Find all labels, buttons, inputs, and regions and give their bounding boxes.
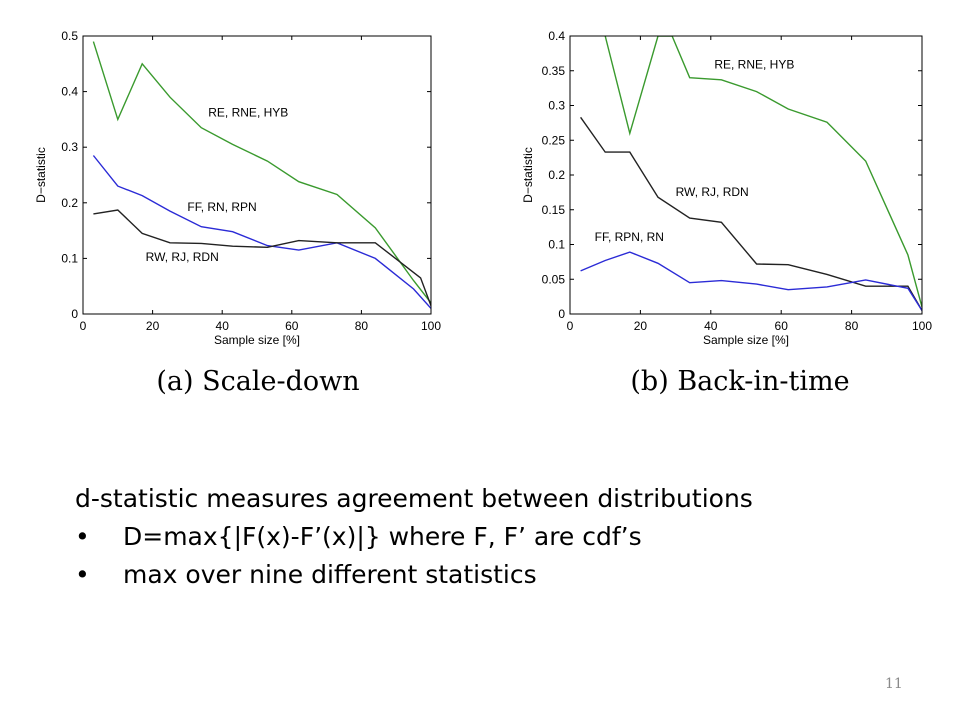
y-tick-label: 0.15 bbox=[542, 203, 566, 217]
y-tick-label: 0.25 bbox=[542, 133, 566, 147]
series-line-0 bbox=[92, 41, 431, 304]
y-tick-label: 0.4 bbox=[548, 29, 565, 43]
intro-text: d-statistic measures agreement between d… bbox=[75, 484, 753, 513]
slide-number: 11 bbox=[885, 676, 903, 692]
charts-canvas: 0 20 40 60 80 100 0 0.1 0.2 0.3 0.4 0.5 Sample size … bbox=[34, 29, 932, 397]
y-tick-label: 0.2 bbox=[548, 168, 565, 182]
y-tick-label: 0.35 bbox=[542, 64, 566, 78]
x-tick-label: 60 bbox=[285, 319, 299, 333]
series-annotation: RE, RNE, HYB bbox=[714, 58, 794, 72]
x-tick-label: 0 bbox=[567, 319, 574, 333]
x-tick-label: 100 bbox=[421, 319, 441, 333]
y-tick-label: 0.05 bbox=[542, 272, 566, 286]
y-tick-label: 0 bbox=[558, 307, 565, 321]
slide-body: d-statistic measures agreement between d… bbox=[75, 480, 895, 594]
y-tick-label: 0.4 bbox=[61, 85, 78, 99]
y-tick-label: 0.1 bbox=[548, 238, 565, 252]
chart-caption: (b) Back-in-time bbox=[630, 366, 849, 397]
x-tick-label: 40 bbox=[704, 319, 718, 333]
series-line-0 bbox=[604, 36, 922, 308]
x-tick-label: 20 bbox=[634, 319, 648, 333]
x-tick-label: 80 bbox=[845, 319, 859, 333]
bullet-text: D=max{|F(x)-F’(x)|} where F, F’ are cdf’… bbox=[123, 522, 642, 551]
series-line-2 bbox=[93, 209, 431, 306]
y-tick-label: 0.1 bbox=[61, 251, 78, 265]
chart-caption: (a) Scale-down bbox=[156, 366, 359, 397]
series-annotation: FF, RPN, RN bbox=[595, 230, 664, 244]
x-tick-label: 80 bbox=[355, 319, 369, 333]
x-axis-label: Sample size [%] bbox=[703, 333, 789, 347]
y-tick-label: 0.3 bbox=[61, 140, 78, 154]
series-annotation: RW, RJ, RDN bbox=[676, 185, 749, 199]
x-tick-label: 100 bbox=[912, 319, 932, 333]
bullet-item: • D=max{|F(x)-F’(x)|} where F, F’ are cd… bbox=[75, 518, 895, 556]
x-tick-label: 0 bbox=[80, 319, 87, 333]
plot-frame bbox=[82, 35, 432, 315]
series-line-1 bbox=[580, 116, 922, 311]
series-annotation: RW, RJ, RDN bbox=[146, 250, 219, 264]
x-tick-label: 60 bbox=[775, 319, 789, 333]
bullet-text: max over nine different statistics bbox=[123, 560, 537, 589]
y-tick-label: 0.3 bbox=[548, 99, 565, 113]
y-tick-label: 0.5 bbox=[61, 29, 78, 43]
x-tick-label: 20 bbox=[146, 319, 160, 333]
bullet-list: • D=max{|F(x)-F’(x)|} where F, F’ are cd… bbox=[75, 518, 895, 594]
series-line-2 bbox=[580, 251, 922, 311]
plot-frame bbox=[569, 35, 923, 315]
y-axis-label: D−statistic bbox=[34, 147, 48, 203]
series-line-1 bbox=[92, 155, 431, 309]
bullet-dot: • bbox=[75, 522, 90, 551]
y-tick-label: 0 bbox=[71, 307, 78, 321]
series-annotation: RE, RNE, HYB bbox=[208, 106, 288, 120]
series-annotation: FF, RN, RPN bbox=[187, 200, 256, 214]
bullet-dot: • bbox=[75, 560, 90, 589]
x-axis-label: Sample size [%] bbox=[214, 333, 300, 347]
x-tick-label: 40 bbox=[216, 319, 230, 333]
y-tick-label: 0.2 bbox=[61, 196, 78, 210]
chart-scale-down: 0 20 40 60 80 100 0 0.1 0.2 0.3 0.4 0.5 Sample size … bbox=[34, 29, 441, 397]
y-axis-label: D−statistic bbox=[521, 147, 535, 203]
chart-back-in-time: 0 20 40 60 80 100 0 0.05 0.1 0.15 0.2 0.25 0.3 0.35 0.… bbox=[521, 29, 932, 397]
bullet-item: • max over nine different statistics bbox=[75, 556, 895, 594]
